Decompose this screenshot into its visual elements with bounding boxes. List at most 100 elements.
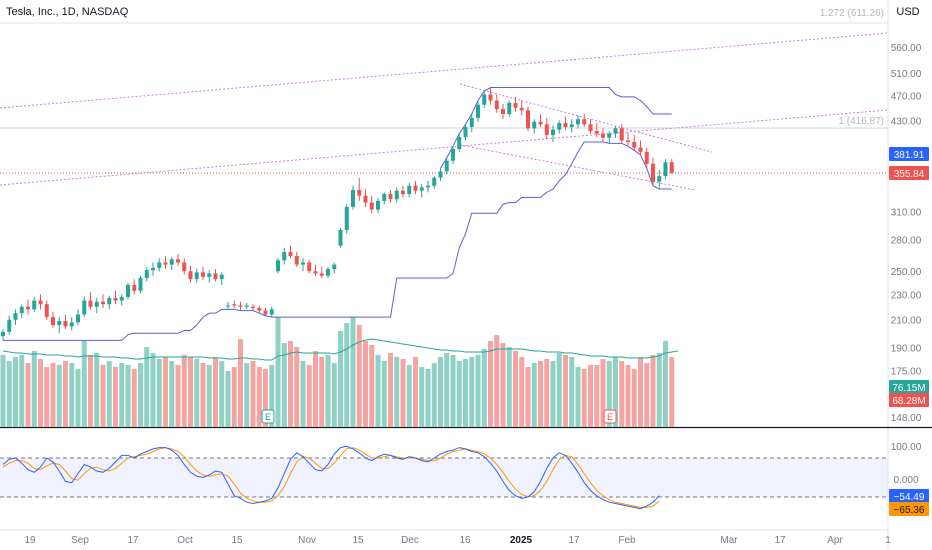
candle-body (226, 305, 230, 307)
volume-bar (325, 355, 331, 427)
candle-body (588, 124, 593, 131)
candle (663, 159, 668, 180)
candle (457, 133, 462, 152)
candle-body (188, 271, 193, 280)
candle-body (407, 185, 412, 195)
candle (532, 119, 537, 134)
candle-body (369, 202, 374, 210)
candle (44, 300, 49, 320)
candle (494, 94, 499, 113)
earnings-label: E (265, 412, 271, 422)
candle-body (544, 124, 549, 136)
volume-bar (188, 357, 193, 427)
last-price-tag: 355.84 (889, 166, 929, 180)
volume-bar (563, 355, 568, 427)
candle (407, 182, 412, 198)
candle-body (388, 194, 393, 200)
candle-body (507, 102, 512, 115)
volume-bar (319, 357, 325, 427)
candle (463, 124, 468, 141)
candle-body (44, 304, 49, 318)
candle-body (376, 200, 380, 210)
candle (163, 256, 168, 270)
donchian-channel (3, 87, 672, 341)
candle (582, 114, 587, 127)
candle-body (532, 121, 537, 129)
stoch-k-tag-text: −54.49 (894, 492, 925, 503)
symbol-title: Tesla, Inc., 1D, NASDAQ (6, 6, 129, 18)
volume-bar (306, 365, 312, 427)
candle (369, 195, 374, 214)
volume-bar (281, 343, 287, 427)
candle (238, 301, 243, 311)
candle-body (526, 110, 530, 129)
stoch-band (0, 458, 888, 497)
stoch-d-line (2, 447, 660, 508)
time-tick-label: 17 (774, 535, 786, 546)
candle (351, 185, 355, 210)
volume-bar (394, 357, 400, 427)
candle-body (469, 117, 474, 127)
volume-bar (594, 365, 600, 427)
candle-body (613, 128, 618, 134)
candle (201, 266, 205, 281)
time-tick-label: 19 (24, 535, 36, 546)
candle (69, 317, 74, 331)
volume-bar (13, 357, 18, 427)
volume-bar (244, 363, 250, 427)
candle (544, 117, 549, 140)
volume-bar (238, 339, 243, 427)
candle-body (551, 129, 555, 136)
volume-bar (200, 363, 206, 427)
candle-body (576, 119, 580, 125)
candle-body (457, 137, 462, 150)
volume-bar (344, 323, 350, 427)
candle-body (326, 269, 330, 276)
candle (194, 269, 199, 283)
candle (38, 294, 43, 310)
volume-bar (144, 347, 150, 427)
candle (376, 198, 380, 214)
volume-bar (256, 367, 262, 427)
candle (551, 125, 555, 142)
currency-label[interactable]: USD (896, 6, 920, 18)
candle-body (319, 273, 324, 276)
time-tick-label: Sep (71, 535, 89, 546)
volume-bar (444, 353, 450, 427)
volume-bar (581, 369, 587, 427)
price-tick-label: 210.00 (891, 316, 922, 327)
volume-bar (600, 359, 606, 427)
candle (638, 140, 643, 155)
candle (644, 147, 649, 169)
candle (151, 262, 155, 276)
volume-bar (506, 347, 512, 427)
candle (144, 266, 149, 282)
candle (19, 304, 24, 319)
candle (382, 192, 387, 205)
candle-body (1, 331, 5, 337)
volume-bar (494, 335, 500, 427)
candle (394, 187, 399, 203)
volume-bar (150, 353, 156, 427)
earnings-badge (603, 409, 617, 424)
candle (513, 96, 518, 112)
candle (357, 177, 362, 201)
volume-bar (31, 351, 37, 427)
volume-bar (288, 341, 293, 427)
volume-bar (575, 367, 581, 427)
volume-bar (175, 365, 181, 427)
candle-body (176, 259, 180, 263)
candle-body (644, 151, 649, 164)
candle (488, 87, 493, 105)
earnings-badge (261, 409, 275, 424)
candle-body (294, 256, 299, 265)
candle-body (244, 305, 249, 307)
candle (76, 309, 80, 326)
time-tick-label: Apr (827, 535, 843, 546)
volume-bar (513, 351, 518, 427)
candle-body (163, 262, 168, 265)
candle-body (276, 260, 280, 272)
time-tick-label: 15 (352, 535, 364, 546)
candle (657, 169, 662, 190)
